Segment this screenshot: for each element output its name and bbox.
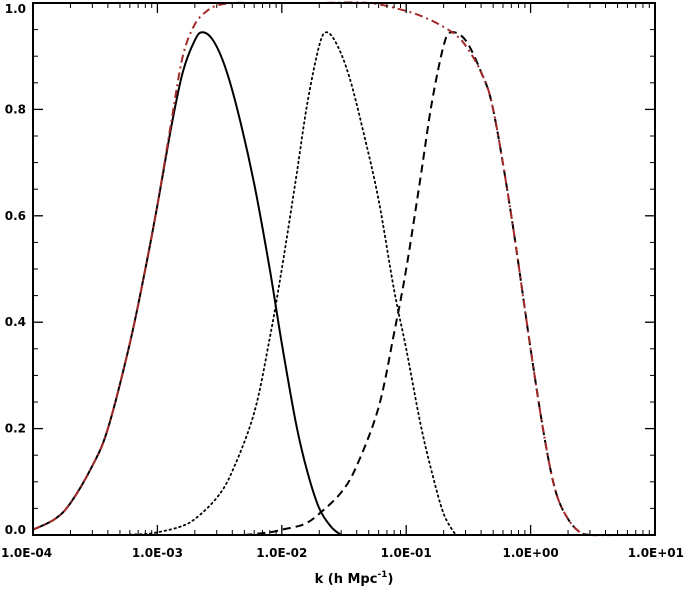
x-axis-label-main: k (h Mpc [315,572,378,587]
y-tick-label: 0.8 [5,102,26,116]
x-tick-label: 1.0E-03 [132,546,183,560]
y-tick-label: 1.0 [5,2,26,16]
x-axis-label-close: ) [387,572,393,587]
y-tick-label: 0.4 [5,315,26,329]
x-tick-label: 1.0E-01 [381,546,432,560]
plot-frame [32,2,656,536]
x-axis-label-superscript: -1 [377,570,387,580]
series-line-dashed [244,31,591,536]
y-tick-label: 0.2 [5,422,26,436]
ticks-layer: 1.0E-04 1.0E-03 1.0E-02 1.0E-01 1.0E+00 1.0E+… [1,2,684,560]
x-tick-label: 1.0E+01 [628,546,684,560]
series-line-dotted [119,31,457,536]
y-tick-label: 0.0 [5,523,26,537]
x-tick-label: 1.0E-04 [1,546,52,560]
x-tick-label: 1.0E-02 [256,546,307,560]
x-tick-label: 1.0E+00 [502,546,558,560]
x-axis-label: k (h Mpc-1) [315,570,394,587]
curves-layer [32,1,655,537]
series-line-dash-dot [32,1,655,537]
series-line-solid [32,31,342,536]
y-tick-label: 0.6 [5,209,26,223]
